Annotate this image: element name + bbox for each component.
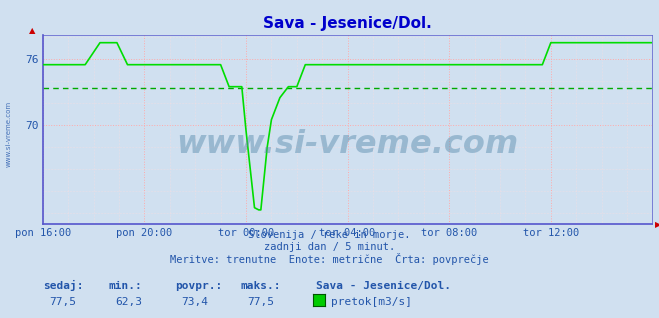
Text: maks.:: maks.: — [241, 281, 281, 291]
Text: 62,3: 62,3 — [115, 297, 142, 307]
Text: Slovenija / reke in morje.: Slovenija / reke in morje. — [248, 230, 411, 240]
Text: 77,5: 77,5 — [247, 297, 274, 307]
Text: 73,4: 73,4 — [181, 297, 208, 307]
Text: min.:: min.: — [109, 281, 142, 291]
Text: Sava - Jesenice/Dol.: Sava - Jesenice/Dol. — [316, 281, 451, 291]
Text: sedaj:: sedaj: — [43, 280, 83, 291]
Text: zadnji dan / 5 minut.: zadnji dan / 5 minut. — [264, 242, 395, 252]
Text: www.si-vreme.com: www.si-vreme.com — [177, 129, 519, 160]
Text: Meritve: trenutne  Enote: metrične  Črta: povprečje: Meritve: trenutne Enote: metrične Črta: … — [170, 253, 489, 265]
Text: ▲: ▲ — [28, 26, 35, 35]
Text: www.si-vreme.com: www.si-vreme.com — [5, 100, 11, 167]
Text: 77,5: 77,5 — [49, 297, 76, 307]
Title: Sava - Jesenice/Dol.: Sava - Jesenice/Dol. — [263, 16, 432, 31]
Text: povpr.:: povpr.: — [175, 281, 222, 291]
Text: ▶: ▶ — [655, 220, 659, 229]
Text: pretok[m3/s]: pretok[m3/s] — [331, 297, 412, 307]
